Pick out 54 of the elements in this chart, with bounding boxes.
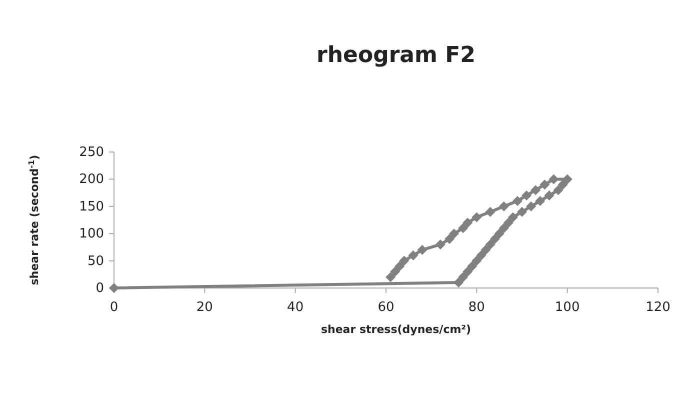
point xyxy=(462,266,473,277)
point xyxy=(472,212,482,222)
point xyxy=(558,180,568,190)
point xyxy=(544,190,554,201)
point xyxy=(562,174,572,184)
point xyxy=(399,256,410,266)
point xyxy=(472,256,482,266)
point xyxy=(454,278,464,288)
point xyxy=(553,185,564,196)
point xyxy=(417,244,428,255)
point xyxy=(548,174,559,184)
point xyxy=(498,201,509,212)
point xyxy=(535,196,546,206)
point xyxy=(485,239,496,250)
point xyxy=(458,272,468,282)
y-tick-label: 150 xyxy=(79,199,104,214)
point xyxy=(449,228,459,239)
x-tick-label: 120 xyxy=(646,300,670,315)
y-tick-label: 200 xyxy=(79,172,104,188)
point xyxy=(394,261,405,272)
point xyxy=(517,206,527,217)
x-axis-title: shear stress(dynes/cm²) xyxy=(320,323,472,336)
chart-title: rheogram F2 xyxy=(316,43,476,68)
point xyxy=(498,223,509,234)
point xyxy=(458,223,468,234)
point xyxy=(480,244,491,255)
point xyxy=(444,234,454,244)
x-tick-label: 80 xyxy=(468,300,485,315)
point xyxy=(390,266,400,277)
point xyxy=(494,228,504,239)
point xyxy=(490,234,500,244)
x-tick-label: 60 xyxy=(378,300,394,315)
point xyxy=(512,196,522,206)
point xyxy=(462,218,473,228)
point xyxy=(476,250,486,260)
point xyxy=(386,272,396,282)
y-tick-label: 250 xyxy=(79,145,104,160)
x-tick-label: 0 xyxy=(110,300,118,315)
y-tick-label: 50 xyxy=(87,254,104,269)
y-tick-label: 100 xyxy=(79,226,104,242)
point xyxy=(435,239,446,250)
point xyxy=(522,190,532,201)
point xyxy=(467,261,478,272)
point xyxy=(530,185,541,196)
point xyxy=(540,180,550,190)
point xyxy=(526,201,536,212)
point xyxy=(508,212,518,222)
point xyxy=(485,206,496,217)
x-tick-label: 100 xyxy=(554,300,580,315)
x-tick-label: 20 xyxy=(196,300,213,315)
y-tick-label: 0 xyxy=(96,281,104,296)
point xyxy=(503,218,514,228)
x-tick-label: 40 xyxy=(287,300,304,315)
point xyxy=(408,250,418,260)
